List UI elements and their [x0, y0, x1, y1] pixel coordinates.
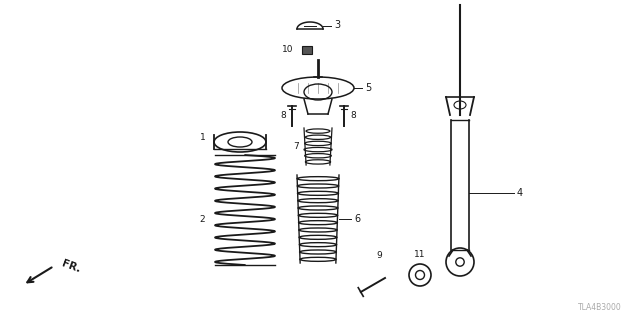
Text: 2: 2: [200, 215, 205, 225]
Text: 8: 8: [280, 111, 286, 121]
Text: 7: 7: [293, 142, 299, 151]
Text: FR.: FR.: [60, 258, 82, 274]
Text: 3: 3: [334, 20, 340, 30]
Bar: [302, 46, 312, 54]
Text: 6: 6: [354, 214, 360, 224]
Text: 4: 4: [517, 188, 523, 197]
Text: 8: 8: [350, 111, 356, 121]
Text: TLA4B3000: TLA4B3000: [579, 303, 622, 312]
Text: 5: 5: [365, 83, 371, 93]
Text: 9: 9: [376, 252, 382, 260]
Text: 10: 10: [282, 45, 293, 54]
Text: 11: 11: [414, 250, 426, 259]
Text: 1: 1: [200, 133, 206, 142]
